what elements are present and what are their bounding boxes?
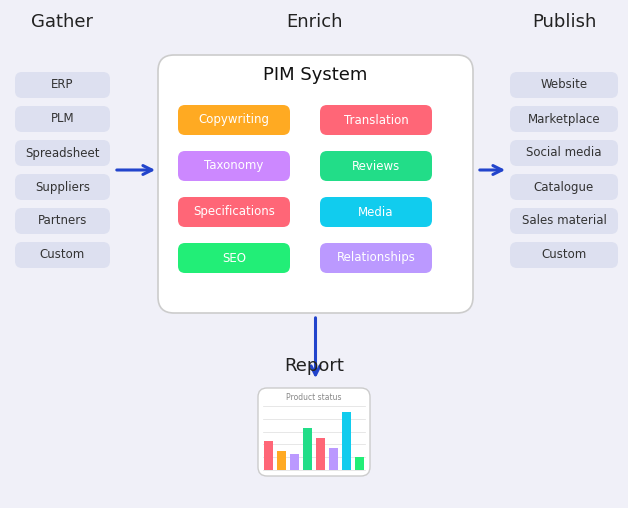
FancyBboxPatch shape [510,174,618,200]
Text: Reviews: Reviews [352,160,400,173]
FancyBboxPatch shape [158,55,473,313]
Text: Custom: Custom [541,248,587,262]
Bar [290,454,299,470]
Text: SEO: SEO [222,251,246,265]
FancyBboxPatch shape [178,105,290,135]
FancyBboxPatch shape [320,243,432,273]
Text: Specifications: Specifications [193,206,275,218]
Text: Media: Media [358,206,394,218]
FancyBboxPatch shape [178,151,290,181]
FancyBboxPatch shape [320,151,432,181]
FancyBboxPatch shape [15,140,110,166]
Text: PLM: PLM [51,112,74,125]
Bar [342,412,351,470]
Bar [355,457,364,470]
FancyBboxPatch shape [15,242,110,268]
Text: Enrich: Enrich [287,13,344,31]
Text: Sales material: Sales material [522,214,607,228]
Text: Relationships: Relationships [337,251,416,265]
Text: Publish: Publish [532,13,596,31]
Text: Copywriting: Copywriting [198,113,269,126]
FancyBboxPatch shape [510,72,618,98]
FancyBboxPatch shape [15,174,110,200]
FancyBboxPatch shape [510,140,618,166]
Text: Product status: Product status [286,394,342,402]
Bar [277,451,286,470]
Bar [329,448,338,470]
Text: Taxonomy: Taxonomy [204,160,264,173]
Bar [316,438,325,470]
FancyBboxPatch shape [178,197,290,227]
Text: Marketplace: Marketplace [528,112,600,125]
FancyBboxPatch shape [178,243,290,273]
Text: Gather: Gather [31,13,93,31]
FancyBboxPatch shape [510,208,618,234]
Text: PIM System: PIM System [263,66,367,84]
FancyBboxPatch shape [15,106,110,132]
Text: Partners: Partners [38,214,87,228]
FancyBboxPatch shape [510,242,618,268]
FancyBboxPatch shape [510,106,618,132]
FancyBboxPatch shape [15,72,110,98]
FancyBboxPatch shape [320,197,432,227]
Text: Spreadsheet: Spreadsheet [25,146,100,160]
FancyBboxPatch shape [320,105,432,135]
Text: Catalogue: Catalogue [534,180,594,194]
Bar [264,441,273,470]
Text: Translation: Translation [344,113,408,126]
Text: Suppliers: Suppliers [35,180,90,194]
FancyBboxPatch shape [15,208,110,234]
Bar [303,428,312,470]
Text: Custom: Custom [40,248,85,262]
Text: Report: Report [284,357,344,375]
Text: Social media: Social media [526,146,602,160]
Text: Website: Website [541,79,588,91]
Text: ERP: ERP [51,79,73,91]
FancyBboxPatch shape [258,388,370,476]
